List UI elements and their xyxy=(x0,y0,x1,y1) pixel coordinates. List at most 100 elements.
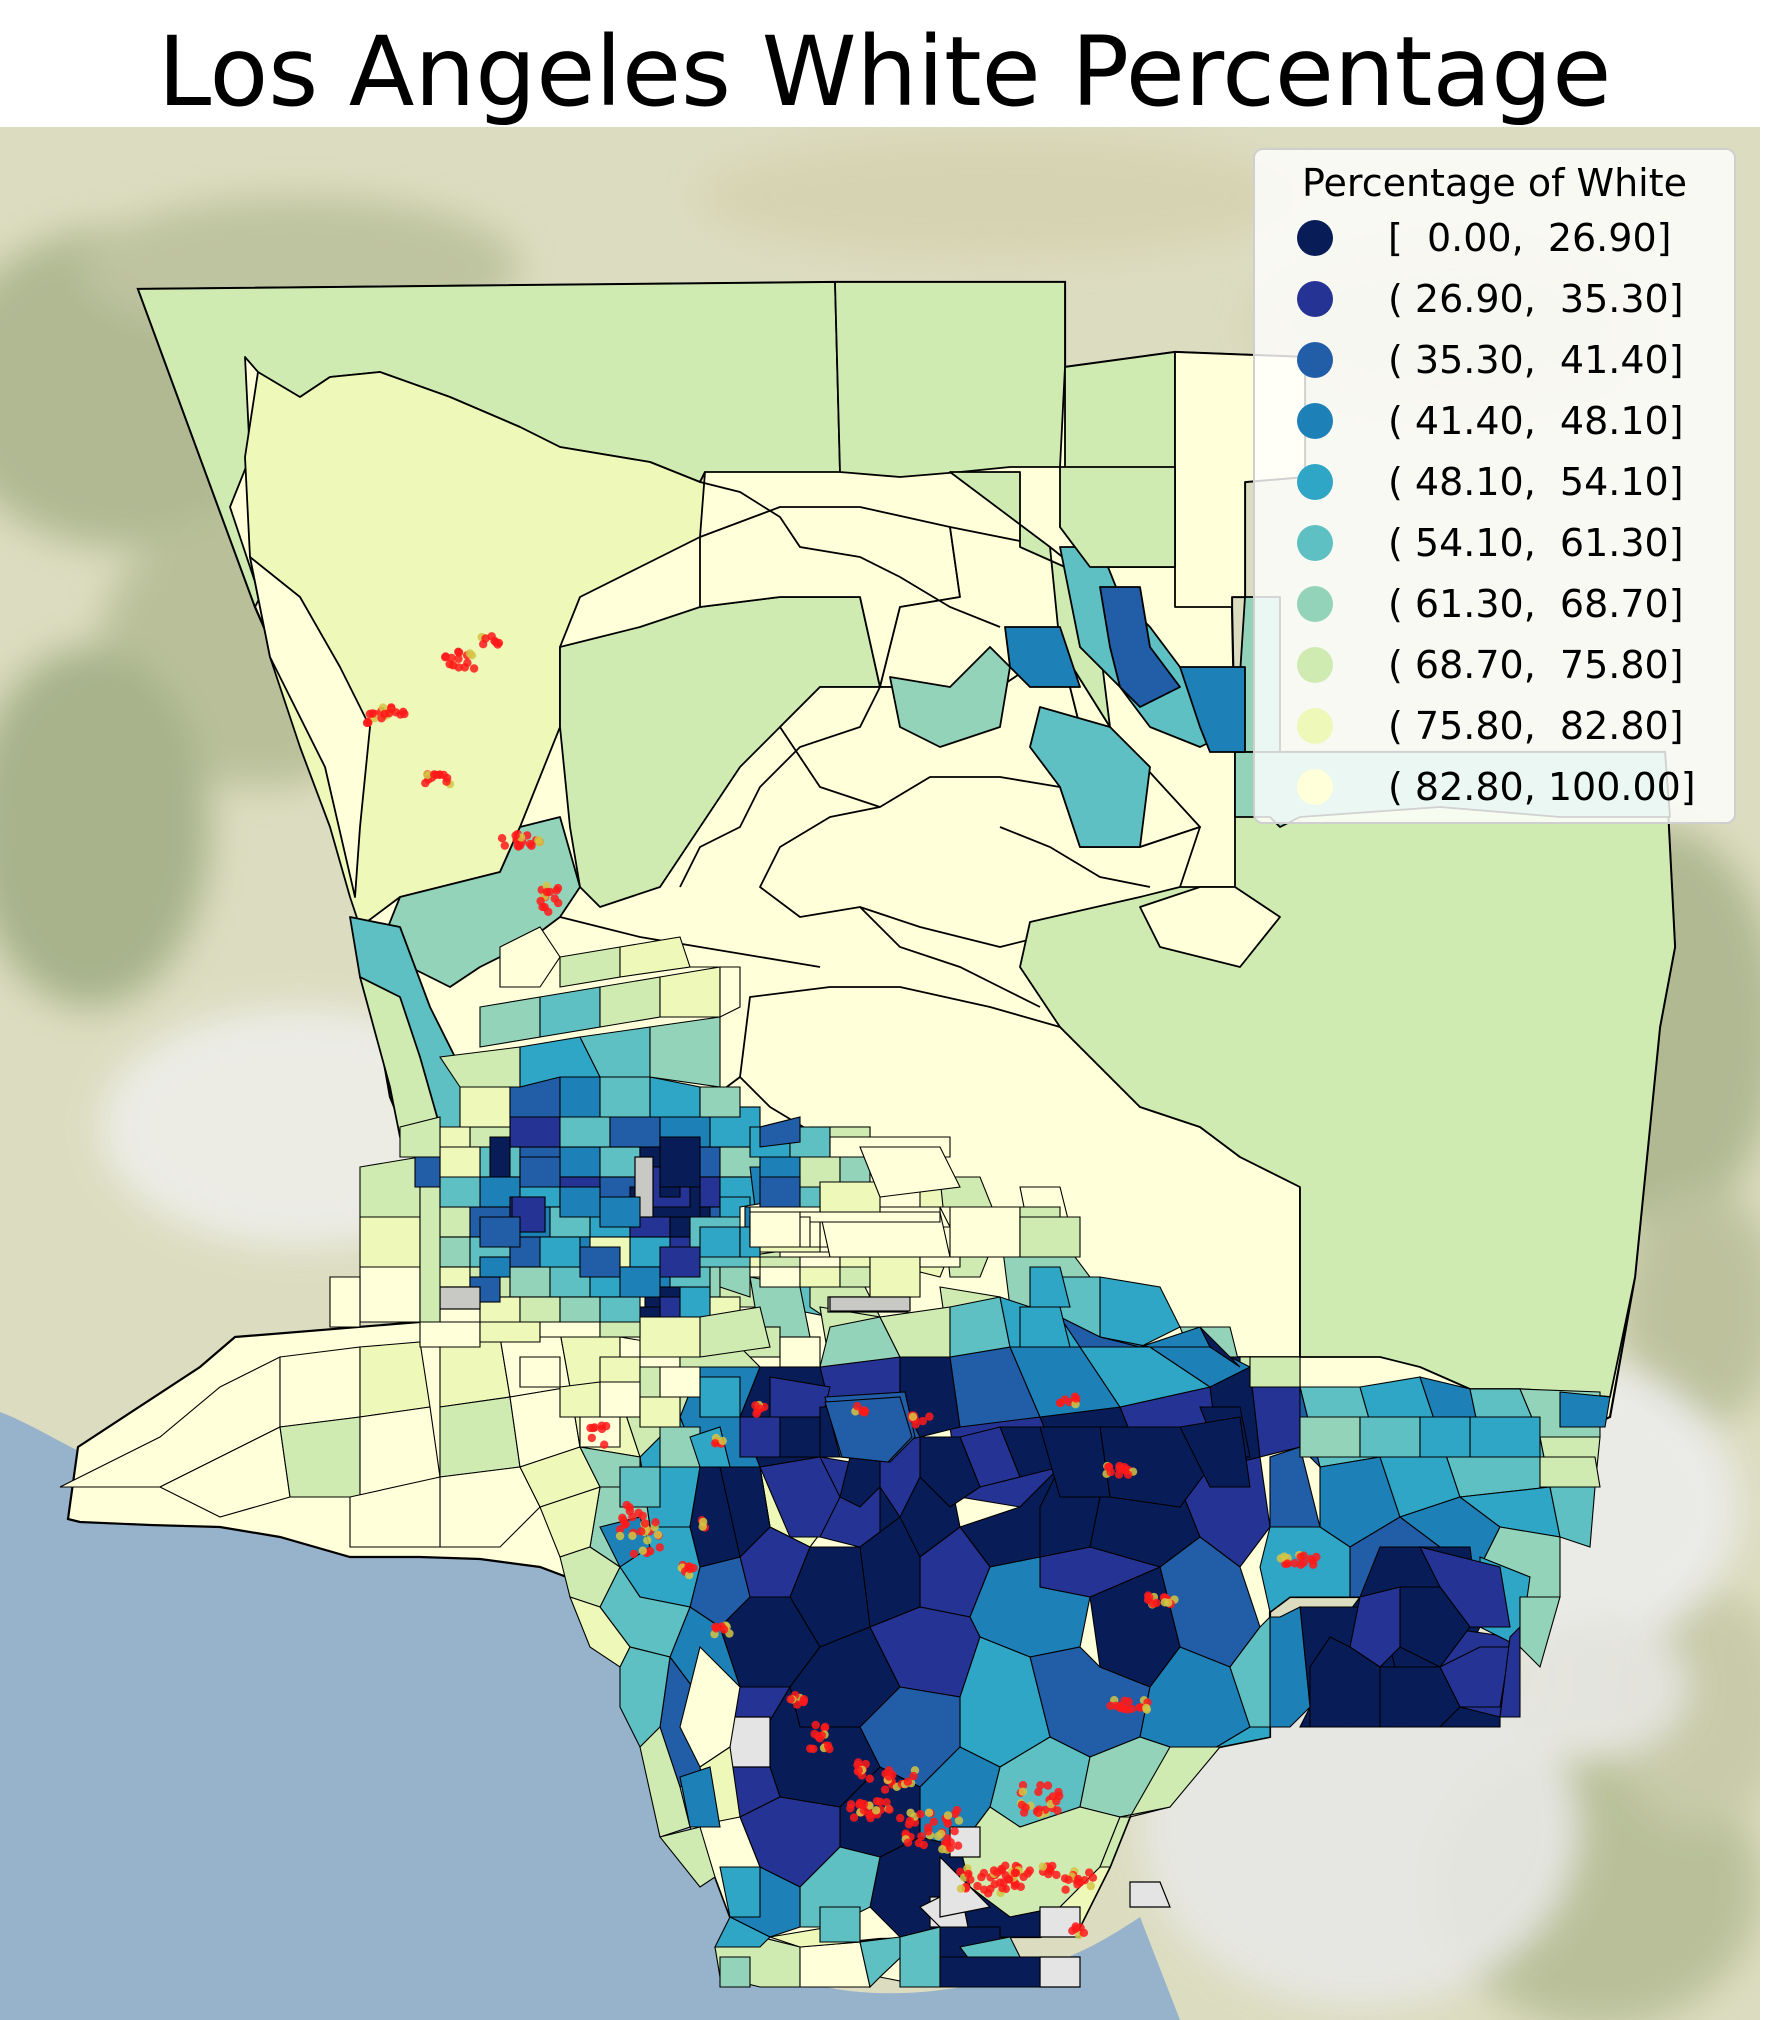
legend-label: ( 41.40, 48.10] xyxy=(1388,399,1684,443)
point-marker xyxy=(442,777,451,786)
point-marker xyxy=(1115,1461,1124,1471)
point-marker xyxy=(934,1832,943,1841)
point-marker xyxy=(1018,1787,1027,1796)
point-marker xyxy=(637,1527,646,1536)
point-marker xyxy=(685,1564,695,1574)
point-marker xyxy=(628,1531,637,1541)
point-marker xyxy=(917,1832,926,1841)
point-marker xyxy=(1064,1875,1073,1885)
legend-item: ( 48.10, 54.10] xyxy=(1255,454,1734,510)
point-marker xyxy=(1106,1701,1115,1711)
point-marker xyxy=(855,1798,865,1808)
point-marker xyxy=(786,1695,795,1704)
legend-swatch xyxy=(1297,708,1333,744)
point-marker xyxy=(368,709,377,718)
point-marker xyxy=(655,1543,664,1552)
point-marker xyxy=(854,1766,863,1775)
point-marker xyxy=(711,1624,721,1633)
point-marker xyxy=(865,1774,874,1783)
point-marker xyxy=(911,1420,920,1429)
point-marker xyxy=(479,640,488,649)
point-marker xyxy=(918,1416,927,1426)
point-marker xyxy=(903,1777,912,1786)
legend-swatch xyxy=(1297,281,1333,317)
point-marker xyxy=(1124,1697,1133,1706)
point-marker xyxy=(973,1881,982,1891)
point-marker xyxy=(866,1813,875,1823)
point-marker xyxy=(587,1433,596,1443)
point-marker xyxy=(553,883,563,893)
point-marker xyxy=(460,663,469,672)
legend-swatch xyxy=(1297,586,1333,622)
point-marker xyxy=(882,1798,891,1807)
point-marker xyxy=(919,1840,928,1850)
point-markers xyxy=(362,632,1321,1940)
point-marker xyxy=(909,1771,918,1781)
point-marker xyxy=(905,1816,915,1826)
basemap-ocean xyxy=(0,1412,1180,2020)
point-marker xyxy=(653,1530,663,1540)
point-marker xyxy=(916,1810,925,1819)
legend-label: ( 48.10, 54.10] xyxy=(1388,460,1684,504)
point-marker xyxy=(1079,1928,1089,1938)
point-marker xyxy=(638,1511,647,1521)
point-marker xyxy=(1145,1593,1154,1602)
legend-item: ( 54.10, 61.30] xyxy=(1255,515,1734,571)
point-marker xyxy=(1010,1881,1019,1891)
point-marker xyxy=(1142,1703,1151,1713)
tract xyxy=(1179,1416,1251,1488)
legend-item: ( 82.80, 100.00] xyxy=(1255,759,1734,815)
point-marker xyxy=(925,1412,934,1421)
legend-item: [ 0.00, 26.90] xyxy=(1255,210,1734,266)
point-marker xyxy=(1019,1872,1028,1882)
point-marker xyxy=(997,1866,1007,1875)
point-marker xyxy=(545,887,554,897)
legend-label: ( 26.90, 35.30] xyxy=(1388,277,1684,321)
point-marker xyxy=(465,649,475,658)
west-tracts xyxy=(59,1306,771,1568)
point-marker xyxy=(903,1838,913,1847)
point-marker xyxy=(491,637,500,647)
point-marker xyxy=(977,1872,986,1882)
point-marker xyxy=(641,1519,650,1528)
point-marker xyxy=(1036,1781,1045,1790)
point-marker xyxy=(399,707,408,716)
point-marker xyxy=(525,839,535,849)
point-marker xyxy=(629,1549,639,1559)
point-marker xyxy=(651,1518,660,1527)
point-marker xyxy=(615,1525,625,1534)
point-marker xyxy=(698,1522,707,1531)
point-marker xyxy=(1164,1598,1173,1608)
point-marker xyxy=(885,1805,894,1814)
point-marker xyxy=(364,718,373,727)
point-marker xyxy=(441,653,450,662)
point-marker xyxy=(615,1531,625,1541)
unpopulated-tract xyxy=(829,1296,911,1312)
point-marker xyxy=(908,1412,918,1422)
point-marker xyxy=(534,836,543,845)
point-marker xyxy=(943,1811,953,1820)
point-marker xyxy=(454,648,464,657)
point-marker xyxy=(421,778,430,788)
point-marker xyxy=(924,1827,933,1836)
tract xyxy=(1039,1426,1111,1498)
tract xyxy=(859,1146,961,1198)
point-marker xyxy=(929,1817,938,1827)
point-marker xyxy=(884,1772,894,1781)
point-marker xyxy=(513,841,522,850)
point-marker xyxy=(1052,1870,1061,1880)
point-marker xyxy=(429,770,439,779)
point-marker xyxy=(536,896,545,906)
legend-title: Percentage of White xyxy=(1301,161,1688,205)
south-bay-tracts xyxy=(659,1645,1041,1989)
point-marker xyxy=(718,1436,727,1446)
point-marker xyxy=(872,1797,882,1806)
point-marker xyxy=(1309,1560,1318,1569)
point-marker xyxy=(846,1804,855,1813)
tract xyxy=(824,1396,913,1463)
legend-item: ( 75.80, 82.80] xyxy=(1255,698,1734,754)
point-marker xyxy=(1010,1868,1019,1878)
point-marker xyxy=(950,1827,959,1836)
legend-item: ( 26.90, 35.30] xyxy=(1255,271,1734,327)
point-marker xyxy=(1043,1781,1053,1790)
